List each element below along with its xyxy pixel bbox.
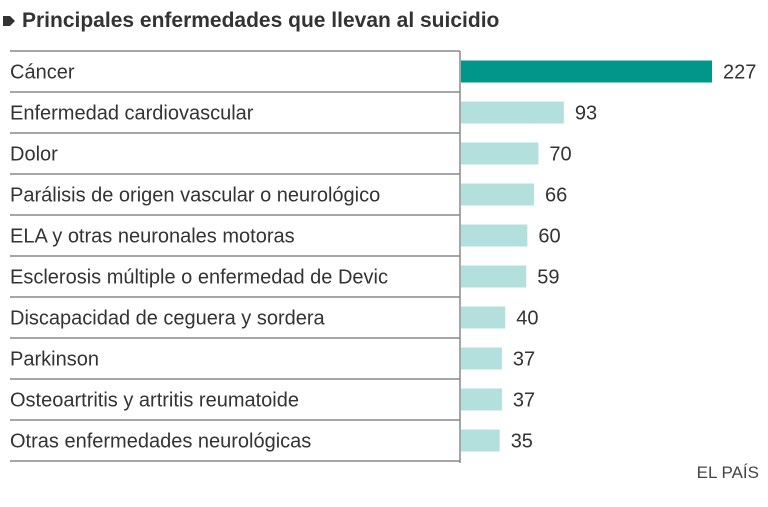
source-credit: EL PAÍS [696, 463, 759, 482]
category-label: Dolor [10, 144, 58, 166]
category-label: Cáncer [10, 62, 75, 84]
data-label: 70 [549, 144, 571, 166]
bar [461, 347, 502, 370]
data-label: 59 [537, 267, 559, 289]
bar [461, 224, 528, 247]
bar [461, 429, 500, 452]
data-label: 227 [723, 62, 756, 84]
category-label: Discapacidad de ceguera y sordera [10, 308, 326, 330]
data-label: 37 [513, 390, 535, 412]
category-label: Enfermedad cardiovascular [10, 103, 254, 125]
chart-title-row: Principales enfermedades que llevan al s… [2, 9, 499, 33]
chart-title: Principales enfermedades que llevan al s… [22, 9, 500, 32]
data-label: 93 [575, 103, 597, 125]
data-label: 60 [538, 226, 560, 248]
bar [461, 265, 527, 288]
bar [461, 306, 506, 329]
data-label: 35 [511, 431, 533, 453]
data-label: 40 [516, 308, 538, 330]
bar [461, 101, 564, 124]
category-label: Esclerosis múltiple o enfermedad de Devi… [10, 267, 388, 289]
bar [461, 60, 712, 83]
data-label: 66 [545, 185, 567, 207]
data-label: 37 [513, 349, 535, 371]
bar [461, 142, 539, 165]
category-label: ELA y otras neuronales motoras [10, 226, 295, 248]
category-label: Osteoartritis y artritis reumatoide [10, 390, 299, 412]
bullet-marker-icon [3, 16, 15, 26]
category-label: Otras enfermedades neurológicas [10, 431, 311, 453]
category-label: Parkinson [10, 349, 99, 371]
bar [461, 388, 502, 411]
bar [461, 183, 534, 206]
category-label: Parálisis de origen vascular o neurológi… [10, 185, 380, 207]
